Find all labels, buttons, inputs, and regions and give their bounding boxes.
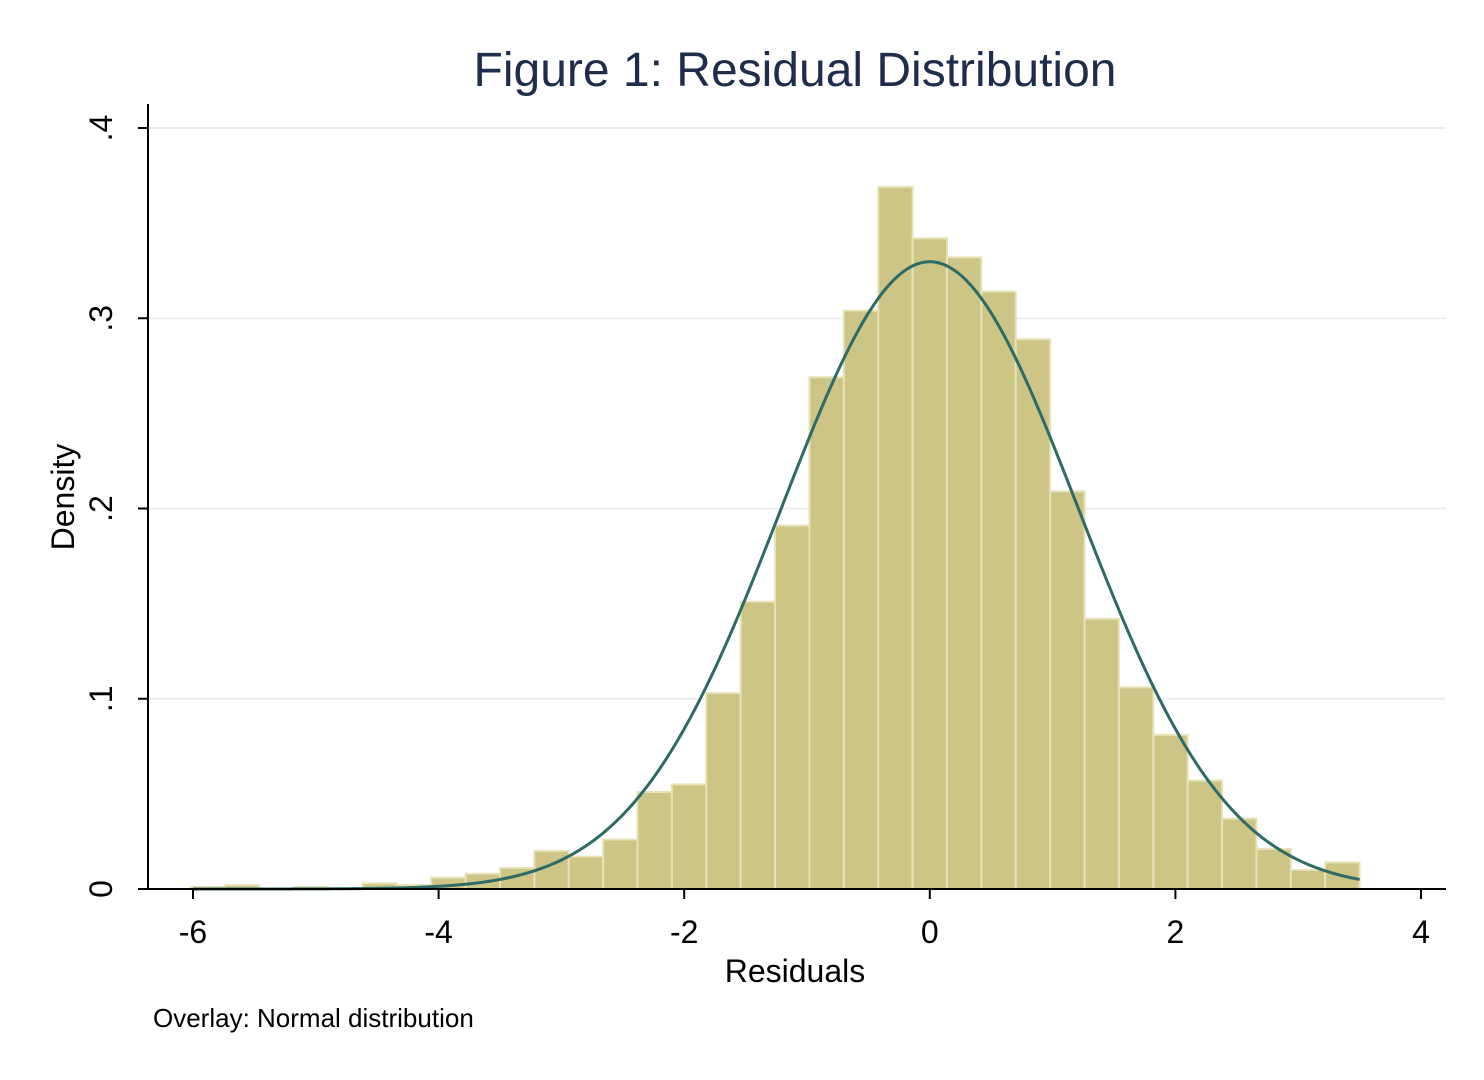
- histogram-bar-13: [636, 790, 673, 890]
- x-tick-label-3: 0: [921, 914, 939, 950]
- x-tick-label-4: 2: [1167, 914, 1185, 950]
- histogram-bar-11: [567, 855, 605, 890]
- histogram-bar-14: [670, 783, 708, 890]
- chart-title: Figure 1: Residual Distribution: [474, 44, 1117, 97]
- histogram-bars: [189, 185, 1361, 891]
- histogram-bar-26: [1083, 617, 1120, 890]
- histogram-bar-18: [808, 376, 845, 890]
- overlay-note: Overlay: Normal distribution: [153, 1003, 474, 1033]
- histogram-bar-21: [911, 237, 948, 891]
- y-tick-label-1: .1: [83, 685, 119, 712]
- x-tick-label-5: 4: [1412, 914, 1430, 950]
- y-tick-label-2: .2: [83, 495, 119, 522]
- y-tick-label-4: .4: [83, 115, 119, 142]
- x-axis-title: Residuals: [725, 953, 866, 989]
- x-tick-label-2: -2: [670, 914, 698, 950]
- histogram-bar-17: [774, 524, 811, 890]
- x-tick-label-1: -4: [424, 914, 452, 950]
- axes: [147, 104, 1446, 890]
- histogram-bar-24: [1014, 338, 1052, 890]
- histogram-bar-19: [842, 309, 880, 890]
- histogram-bar-20: [877, 185, 914, 891]
- histogram-bar-29: [1186, 779, 1224, 890]
- histogram-bar-16: [739, 600, 777, 890]
- histogram-bar-22: [945, 256, 983, 890]
- histogram-bar-32: [1289, 868, 1327, 890]
- histogram-bar-27: [1117, 686, 1155, 891]
- histogram-bar-28: [1152, 733, 1189, 891]
- y-axis-title: Density: [45, 444, 81, 551]
- histogram-bar-12: [602, 838, 639, 890]
- histogram-bar-23: [980, 290, 1017, 890]
- y-tick-label-3: .3: [83, 305, 119, 332]
- histogram-bar-15: [705, 692, 742, 890]
- histogram-bar-25: [1049, 490, 1086, 890]
- x-tick-label-0: -6: [179, 914, 207, 950]
- y-tick-label-0: 0: [83, 880, 119, 898]
- tick-labels: -6 -4 -2 0 2 4 0 .1 .2 .3 .4: [83, 115, 1430, 950]
